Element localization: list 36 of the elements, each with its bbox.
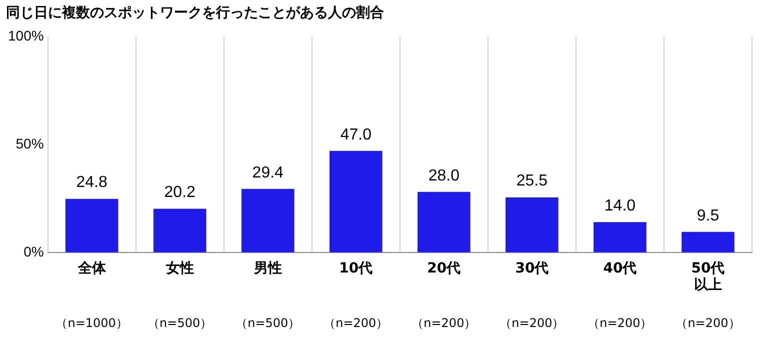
data-label: 28.0 (428, 167, 460, 184)
x-tick-label: 50代以上 (691, 260, 725, 294)
bar (418, 192, 470, 252)
bar (65, 198, 118, 252)
data-label: 20.2 (164, 184, 196, 202)
data-label: 9.5 (696, 207, 720, 224)
x-tick-label: 男性 (252, 260, 282, 276)
data-label: 47.0 (340, 126, 372, 144)
y-tick-label: 0% (24, 243, 44, 260)
bar (506, 197, 558, 252)
text: （n=500） (148, 316, 212, 330)
bar (329, 150, 382, 252)
text: （n=200） (676, 316, 740, 330)
data-label: 29.4 (252, 164, 284, 182)
x-tick-label: 10代 (339, 260, 373, 276)
chart-title: 同じ日に複数のスポットワークを行ったことがある人の割合 (6, 4, 384, 22)
text: （n=200） (588, 316, 652, 330)
data-label: 24.8 (76, 174, 108, 192)
text: （n=500） (236, 316, 300, 330)
text: （n=200） (412, 316, 476, 330)
x-tick-label: 40代 (603, 260, 637, 276)
x-tick-label: 全体 (76, 260, 107, 276)
bar (594, 222, 646, 252)
data-label: 25.5 (516, 172, 548, 190)
y-tick-label: 50% (16, 135, 44, 152)
y-tick-label: 100% (8, 27, 44, 44)
bar (682, 232, 734, 252)
x-tick-label: 30代 (515, 260, 549, 276)
text: （n=200） (500, 316, 564, 330)
bar (241, 188, 294, 252)
bar (153, 208, 206, 252)
text: （n=1000） (56, 316, 128, 330)
data-label: 14.0 (604, 198, 636, 215)
text: （n=200） (324, 316, 388, 330)
x-tick-label: 女性 (164, 260, 194, 276)
x-tick-label: 20代 (427, 260, 461, 276)
